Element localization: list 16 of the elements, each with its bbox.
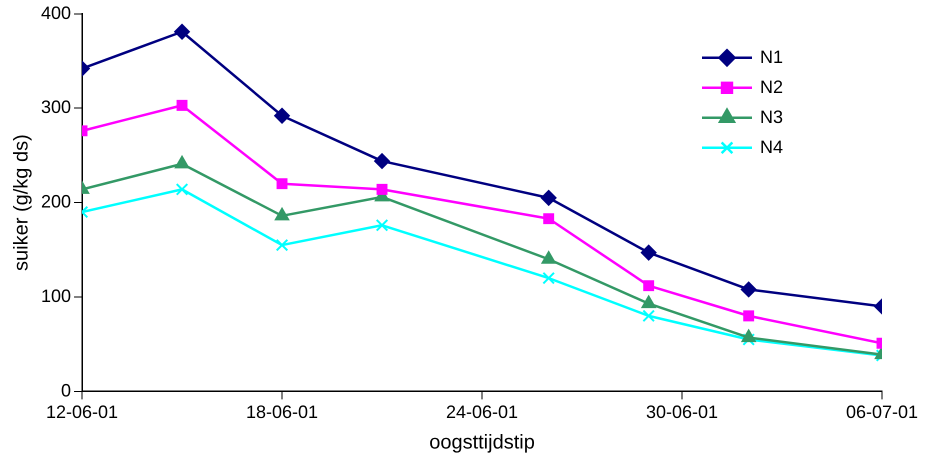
x-tick-label: 30-06-01 — [646, 402, 718, 422]
x-tick-label: 06-07-01 — [846, 402, 918, 422]
legend-label: N2 — [760, 76, 784, 97]
y-axis-title: suiker (g/kg ds) — [10, 134, 33, 271]
y-tick-label: 200 — [40, 192, 72, 212]
legend-label: N3 — [760, 106, 784, 127]
y-tick-label: 0 — [61, 380, 72, 400]
x-tick-label: 12-06-01 — [46, 402, 118, 422]
y-tick-label: 100 — [40, 286, 72, 306]
legend-label: N4 — [760, 136, 784, 157]
legend-label: N1 — [760, 46, 784, 67]
y-tick-label: 300 — [40, 97, 72, 118]
x-tick-label: 18-06-01 — [246, 402, 318, 422]
x-axis-title: oogsttijdstip — [429, 432, 535, 454]
y-tick-label: 400 — [40, 2, 72, 23]
x-tick-label: 24-06-01 — [446, 402, 518, 422]
